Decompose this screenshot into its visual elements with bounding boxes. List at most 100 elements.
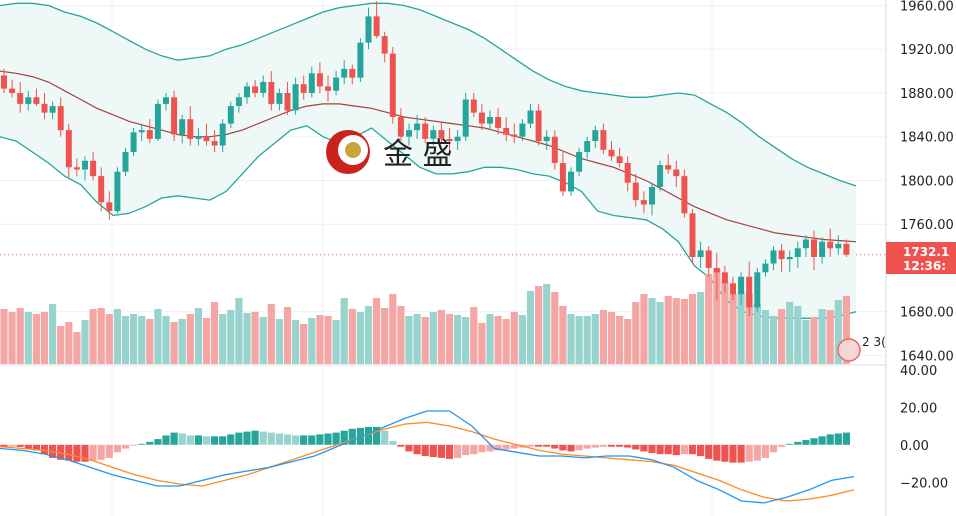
macd-tick-label: 0.00 [900, 439, 929, 454]
candle [430, 125, 437, 146]
candle-body [794, 248, 801, 257]
candle [649, 182, 655, 216]
macd-histogram-bar [664, 444, 672, 455]
candle [114, 167, 121, 214]
macd-histogram-bar [713, 444, 721, 461]
volume-bar [81, 320, 89, 364]
macd-histogram-bar [656, 444, 664, 455]
candle-body [511, 134, 518, 137]
candle [122, 147, 129, 177]
macd-histogram-bar [688, 444, 697, 455]
candle [244, 82, 250, 104]
candle [82, 156, 88, 181]
macd-histogram-bar [24, 444, 32, 449]
flag-icon [837, 338, 861, 362]
macd-histogram-bar [729, 444, 737, 463]
volume-bar [567, 314, 575, 364]
macd-histogram-bar [583, 444, 591, 449]
volume-bar [745, 294, 753, 364]
candle-body [697, 250, 704, 257]
candle-body [49, 106, 56, 113]
macd-histogram-bar [283, 434, 292, 445]
volume-bar [170, 322, 178, 364]
volume-bar [186, 314, 194, 364]
volume-bar [267, 304, 275, 364]
current-price-value: 1732.1 [903, 245, 949, 259]
watermark-text: 金 盛 [383, 137, 453, 172]
volume-bar [381, 308, 389, 364]
macd-histogram-bar [567, 444, 575, 452]
macd-histogram-bar [842, 432, 850, 445]
candle-body [98, 176, 105, 203]
volume-bar [494, 316, 502, 364]
volume-bar [680, 299, 688, 364]
candle [195, 127, 202, 146]
candle [657, 160, 664, 192]
macd-histogram-bar [624, 444, 632, 448]
volume-bar [721, 282, 729, 364]
candle-body [495, 117, 502, 128]
volume-bar [478, 323, 486, 364]
candle-body [90, 160, 97, 177]
candle [689, 208, 696, 264]
volume-bar [283, 307, 292, 364]
candle-body [179, 119, 186, 135]
candle-body [535, 110, 542, 142]
macd-histogram-bar [40, 444, 49, 455]
candle-body [122, 152, 129, 172]
candle [422, 117, 429, 144]
macd-histogram-bar [89, 444, 97, 461]
candle-body [252, 86, 259, 93]
candle-body [632, 182, 639, 201]
macd-histogram-bar [121, 444, 130, 449]
macd-line [0, 410, 855, 504]
candle-body [568, 171, 574, 192]
candle-body [349, 68, 356, 78]
macd-histogram-bar [640, 444, 648, 452]
macd-histogram-bar [324, 433, 332, 445]
macd-histogram-bar [599, 444, 607, 447]
candle-body [608, 149, 615, 157]
volume-bar [535, 286, 543, 364]
macd-histogram-bar [802, 440, 810, 445]
candle-body [713, 267, 720, 273]
volume-bar [97, 308, 105, 364]
candle-body [584, 141, 591, 152]
volume-bar [794, 306, 802, 364]
candle [252, 79, 259, 98]
macd-histogram-bar [97, 444, 105, 460]
candle [478, 103, 485, 131]
macd-histogram-bar [794, 441, 802, 445]
volume-bar [105, 314, 113, 364]
candle [219, 119, 226, 153]
candle-body [414, 123, 421, 131]
macd-histogram-bar [219, 436, 227, 445]
candle [600, 123, 607, 155]
candle-body [260, 82, 267, 93]
volume-bar [599, 310, 607, 364]
macd-histogram-bar [680, 444, 688, 455]
macd-histogram-bar [65, 444, 73, 461]
corner-badge[interactable]: 2 3( [837, 335, 886, 362]
macd-histogram-bar [818, 436, 826, 445]
candle [41, 92, 48, 120]
candle [1, 68, 7, 93]
candle-body [163, 97, 169, 104]
candle [203, 123, 210, 146]
price-axis: 1960.00 1920.00 1880.00 1840.00 1800.00 1760.… [900, 0, 954, 364]
candle-body [146, 130, 153, 139]
candle [503, 117, 510, 142]
price-tick-label: 1680.00 [900, 306, 954, 321]
candle [713, 252, 720, 301]
macd-histogram-bar [551, 444, 559, 449]
volume-bar [316, 315, 324, 364]
candle-body [738, 276, 745, 295]
candle-body [357, 42, 364, 78]
macd-histogram-bar [138, 443, 146, 445]
macd-histogram-bar [607, 444, 616, 447]
candle-body [689, 213, 696, 257]
volume-bar [259, 317, 267, 364]
macd-histogram-bar [437, 444, 445, 458]
candle [819, 237, 826, 264]
